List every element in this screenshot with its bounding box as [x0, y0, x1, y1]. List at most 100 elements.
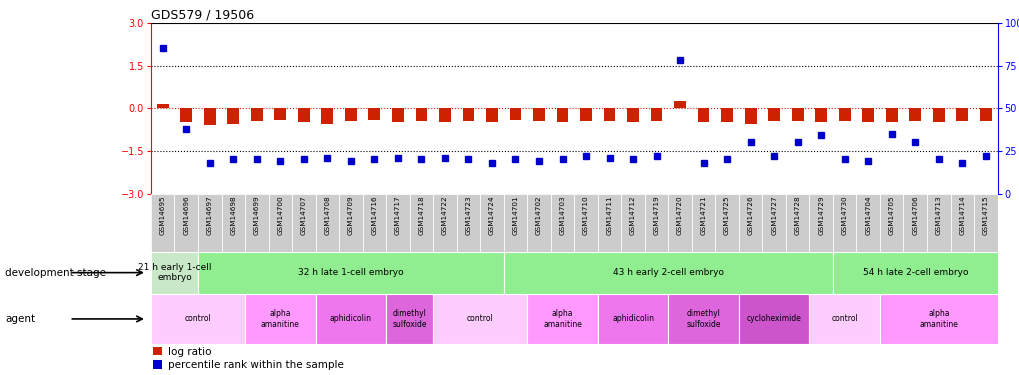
Text: GSM14699: GSM14699	[254, 195, 260, 235]
Bar	[486, 108, 497, 122]
Bar	[321, 108, 333, 124]
Bar	[550, 194, 574, 252]
Bar	[879, 194, 903, 252]
Text: GSM14724: GSM14724	[488, 195, 494, 235]
Bar	[861, 108, 873, 122]
Bar	[315, 194, 338, 252]
Bar	[556, 108, 568, 122]
Text: GSM14721: GSM14721	[700, 195, 706, 235]
Bar	[291, 194, 315, 252]
Bar	[909, 108, 920, 121]
Bar	[433, 194, 457, 252]
Bar	[338, 194, 363, 252]
Text: GSM14705: GSM14705	[888, 195, 894, 235]
Bar	[204, 108, 215, 125]
Text: dimethyl
sulfoxide: dimethyl sulfoxide	[392, 309, 427, 328]
Text: GSM14707: GSM14707	[301, 195, 307, 235]
Text: GSM14702: GSM14702	[535, 195, 541, 235]
Text: GSM14696: GSM14696	[183, 195, 190, 235]
Text: GSM14710: GSM14710	[583, 195, 588, 235]
Text: GSM14706: GSM14706	[911, 195, 917, 235]
Bar	[597, 194, 621, 252]
Bar	[833, 194, 856, 252]
Bar	[386, 194, 410, 252]
Text: GSM14722: GSM14722	[441, 195, 447, 235]
Text: 43 h early 2-cell embryo: 43 h early 2-cell embryo	[612, 268, 723, 277]
Bar	[174, 194, 198, 252]
Text: control: control	[467, 314, 493, 323]
Text: development stage: development stage	[5, 268, 106, 278]
Bar	[315, 294, 386, 344]
Bar	[510, 108, 521, 120]
Bar	[221, 194, 245, 252]
Bar	[533, 108, 544, 121]
Text: alpha
amanitine: alpha amanitine	[261, 309, 300, 328]
Text: GSM14703: GSM14703	[559, 195, 565, 235]
Text: GSM14725: GSM14725	[723, 195, 730, 235]
Bar	[738, 194, 761, 252]
Text: GSM14698: GSM14698	[230, 195, 236, 235]
Bar	[245, 194, 268, 252]
Text: GSM14727: GSM14727	[770, 195, 776, 235]
Bar	[903, 194, 926, 252]
Bar	[344, 108, 357, 121]
Bar	[386, 294, 433, 344]
Bar	[251, 108, 263, 121]
Text: GSM14723: GSM14723	[465, 195, 471, 235]
Bar	[674, 101, 686, 108]
Bar	[697, 108, 709, 122]
Bar	[368, 108, 380, 120]
Text: control: control	[830, 314, 857, 323]
Bar	[391, 108, 404, 122]
Bar	[198, 252, 503, 294]
Text: GSM14711: GSM14711	[606, 195, 612, 235]
Bar	[153, 360, 162, 369]
Bar	[838, 108, 850, 121]
Bar	[621, 194, 644, 252]
Text: GDS579 / 19506: GDS579 / 19506	[151, 9, 254, 22]
Bar	[950, 194, 973, 252]
Bar	[761, 194, 785, 252]
Text: control: control	[184, 314, 211, 323]
Bar	[457, 194, 480, 252]
Bar	[180, 108, 192, 122]
Bar	[415, 108, 427, 121]
Bar	[720, 108, 733, 122]
Text: alpha
amanitine: alpha amanitine	[918, 309, 957, 328]
Bar	[157, 104, 168, 108]
Text: GSM14713: GSM14713	[934, 195, 941, 235]
Bar	[603, 108, 614, 121]
Text: cycloheximide: cycloheximide	[746, 314, 801, 323]
Bar	[884, 108, 897, 122]
Bar	[956, 108, 967, 121]
Bar	[667, 194, 691, 252]
Bar	[433, 294, 527, 344]
Bar	[151, 294, 245, 344]
Bar	[744, 108, 756, 124]
Bar	[153, 347, 162, 355]
Text: GSM14719: GSM14719	[653, 195, 659, 235]
Bar	[738, 294, 809, 344]
Text: GSM14700: GSM14700	[277, 195, 283, 235]
Text: GSM14726: GSM14726	[747, 195, 753, 235]
Bar	[879, 294, 997, 344]
Bar	[597, 294, 667, 344]
Text: GSM14701: GSM14701	[512, 195, 518, 235]
Text: 32 h late 1-cell embryo: 32 h late 1-cell embryo	[298, 268, 404, 277]
Text: GSM14708: GSM14708	[324, 195, 330, 235]
Text: GSM14730: GSM14730	[841, 195, 847, 235]
Text: GSM14714: GSM14714	[958, 195, 964, 235]
Bar	[462, 108, 474, 121]
Bar	[438, 108, 450, 122]
Bar	[298, 108, 310, 122]
Bar	[503, 252, 833, 294]
Bar	[410, 194, 433, 252]
Bar	[151, 194, 174, 252]
Bar	[691, 194, 714, 252]
Bar	[932, 108, 944, 122]
Bar	[833, 252, 997, 294]
Text: GSM14728: GSM14728	[794, 195, 800, 235]
Text: GSM14715: GSM14715	[982, 195, 987, 235]
Bar	[198, 194, 221, 252]
Text: 21 h early 1-cell
embryо: 21 h early 1-cell embryо	[138, 263, 211, 282]
